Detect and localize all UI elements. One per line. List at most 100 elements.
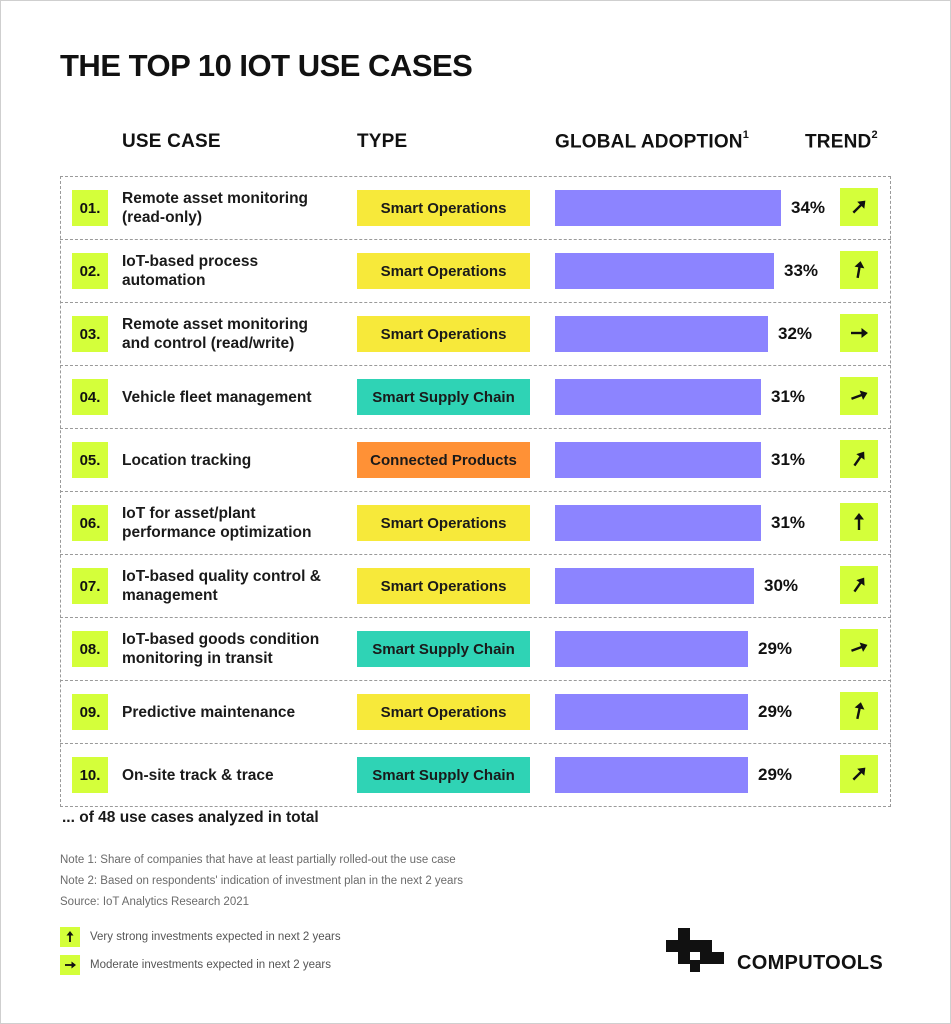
brand-name: COMPUTOOLS: [737, 952, 883, 974]
use-case-label: Location tracking: [122, 429, 342, 491]
total-note: ... of 48 use cases analyzed in total: [62, 809, 319, 826]
row-number-badge: 02.: [72, 253, 108, 289]
trend-badge: [840, 503, 878, 541]
type-badge: Smart Operations: [357, 505, 530, 541]
row-number-badge: 01.: [72, 190, 108, 226]
arrow-up-icon: [854, 261, 865, 279]
header-use-case: USE CASE: [122, 131, 221, 152]
adoption-value-label: 33%: [784, 261, 819, 280]
arrow-up-icon: [854, 513, 864, 530]
table-row: 05. Location tracking Connected Products 31…: [60, 428, 891, 491]
adoption-value-label: 31%: [771, 450, 806, 469]
legend-strong-label: Very strong investments expected in next…: [90, 931, 341, 943]
type-badge: Smart Operations: [357, 568, 530, 604]
adoption-bar: [555, 190, 781, 226]
trend-badge: [840, 251, 878, 289]
use-case-line: IoT-based process: [122, 253, 259, 270]
trend-badge: [840, 188, 878, 226]
use-case-line: performance optimization: [122, 524, 312, 541]
trend-badge: [840, 755, 878, 793]
use-case-table: 01. Remote asset monitoring (read-only) Sma…: [60, 176, 891, 807]
adoption-value-label: 31%: [771, 513, 806, 532]
arrow-right-icon: [60, 955, 80, 975]
use-case-line: Predictive maintenance: [122, 703, 296, 721]
trend-badge: [840, 629, 878, 667]
row-number-badge: 03.: [72, 316, 108, 352]
use-case-line: IoT-based goods condition: [122, 631, 320, 648]
header-trend-label: TREND: [805, 131, 872, 153]
use-case-label: Vehicle fleet management: [122, 366, 342, 428]
adoption-value-label: 29%: [758, 702, 793, 721]
use-case-label: Remote asset monitoring (read-only): [122, 177, 342, 239]
adoption-bar: [555, 631, 748, 667]
header-trend-note: 2: [871, 129, 878, 141]
header-trend: TREND2: [805, 129, 878, 153]
adoption-value-label: 29%: [758, 639, 793, 658]
legend-moderate: Moderate investments expected in next 2 …: [60, 955, 331, 975]
use-case-label: IoT-based process automation: [122, 240, 342, 302]
adoption-bar: [555, 757, 748, 793]
arrow-up-icon: [60, 927, 80, 947]
use-case-label: Predictive maintenance: [122, 681, 342, 743]
use-case-line: (read-only): [122, 209, 203, 226]
use-case-label: IoT-based quality control & management: [122, 555, 342, 617]
use-case-label: IoT for asset/plant performance optimizat…: [122, 492, 342, 554]
row-number-badge: 10.: [72, 757, 108, 793]
header-type: TYPE: [357, 131, 408, 152]
use-case-line: Location tracking: [122, 451, 252, 469]
row-number-badge: 06.: [72, 505, 108, 541]
table-row: 02. IoT-based process automation Smart Oper…: [60, 239, 891, 302]
use-case-line: IoT-based quality control &: [122, 568, 321, 585]
table-row: 01. Remote asset monitoring (read-only) Sma…: [60, 176, 891, 239]
header-global-adoption-label: GLOBAL ADOPTION: [555, 131, 743, 153]
arrow-up-icon: [854, 702, 865, 720]
use-case-text: On-site track & trace: [122, 766, 274, 785]
type-badge: Smart Operations: [357, 694, 530, 730]
arrow-up-right-icon: [852, 767, 866, 781]
use-case-line: monitoring in transit: [122, 650, 273, 667]
adoption-bar: [555, 379, 761, 415]
adoption-bar: [555, 694, 748, 730]
use-case-text: Remote asset monitoring (read-only): [122, 189, 308, 227]
adoption-value-label: 31%: [771, 387, 806, 406]
use-case-line: On-site track & trace: [122, 766, 274, 784]
arrow-right-icon: [851, 642, 868, 652]
legend-strong: Very strong investments expected in next…: [60, 927, 341, 947]
source-note: Source: IoT Analytics Research 2021: [60, 896, 250, 908]
adoption-bar: [555, 316, 768, 352]
use-case-line: Remote asset monitoring: [122, 316, 309, 333]
arrow-right-icon: [851, 328, 868, 338]
type-badge: Smart Operations: [357, 253, 530, 289]
arrow-up-right-icon: [853, 451, 865, 467]
use-case-line: Remote asset monitoring: [122, 190, 309, 207]
trend-badge: [840, 314, 878, 352]
trend-badge: [840, 440, 878, 478]
use-case-line: and control (read/write): [122, 335, 295, 352]
adoption-value-label: 34%: [791, 198, 826, 217]
note-2: Note 2: Based on respondents' indication…: [60, 875, 464, 887]
header-global-adoption: GLOBAL ADOPTION1: [555, 129, 749, 153]
table-row: 04. Vehicle fleet management Smart Supply …: [60, 365, 891, 428]
adoption-value-label: 30%: [764, 576, 799, 595]
use-case-text: IoT for asset/plant performance optimizat…: [122, 504, 311, 542]
use-case-line: Vehicle fleet management: [122, 388, 312, 406]
use-case-label: IoT-based goods condition monitoring in t…: [122, 618, 342, 680]
adoption-value-label: 29%: [758, 765, 793, 784]
note-1: Note 1: Share of companies that have at …: [60, 854, 456, 866]
use-case-text: IoT-based goods condition monitoring in t…: [122, 630, 319, 668]
table-row: 08. IoT-based goods condition monitoring i…: [60, 617, 891, 680]
use-case-text: Predictive maintenance: [122, 703, 295, 722]
type-badge: Smart Supply Chain: [357, 757, 530, 793]
table-row: 10. On-site track & trace Smart Supply Cha…: [60, 743, 891, 807]
row-number-badge: 07.: [72, 568, 108, 604]
use-case-text: IoT-based process automation: [122, 252, 258, 290]
type-badge: Smart Supply Chain: [357, 631, 530, 667]
trend-badge: [840, 377, 878, 415]
legend-moderate-label: Moderate investments expected in next 2 …: [90, 959, 331, 971]
row-number-badge: 08.: [72, 631, 108, 667]
arrow-up-right-icon: [852, 200, 866, 214]
use-case-label: Remote asset monitoring and control (read…: [122, 303, 342, 365]
type-badge: Connected Products: [357, 442, 530, 478]
adoption-bar: [555, 568, 754, 604]
table-row: 06. IoT for asset/plant performance optimi…: [60, 491, 891, 554]
